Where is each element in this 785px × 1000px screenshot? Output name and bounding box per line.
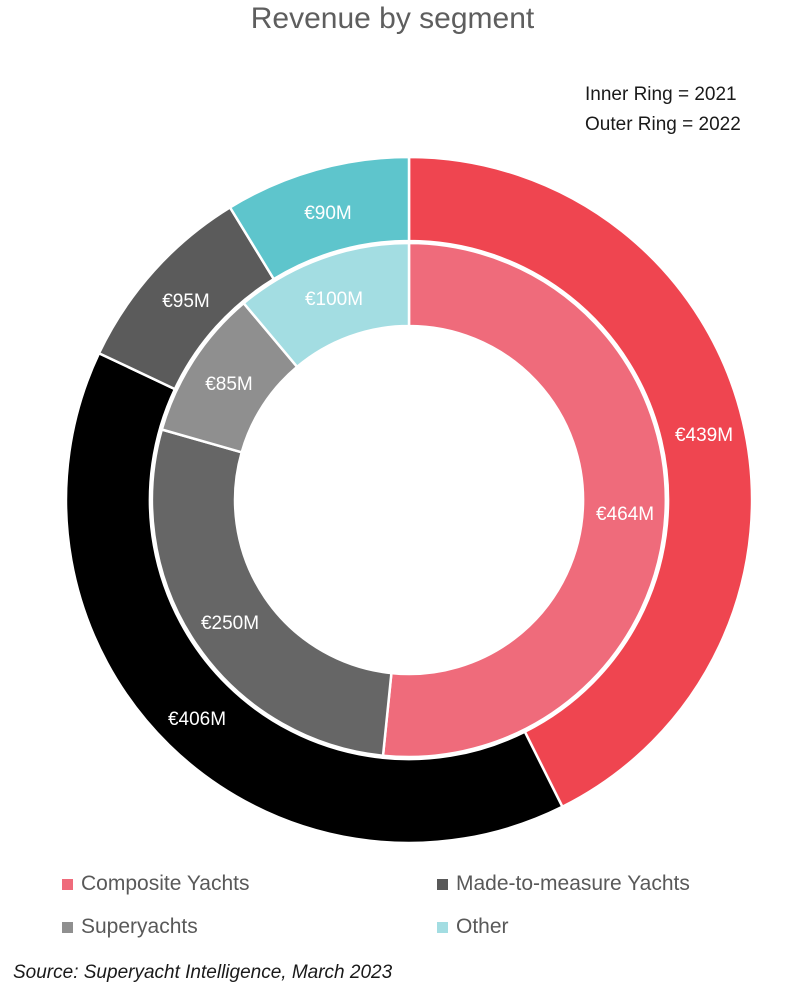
outer-ring-2022 [64,155,754,845]
label-inner-other: €100M [305,289,363,310]
label-outer-composite: €439M [675,425,733,446]
inner-slice-other[interactable] [242,241,411,369]
outer-ring-note: Outer Ring = 2022 [585,114,741,135]
label-inner-superyachts: €85M [205,374,253,395]
legend-label: Made-to-measure Yachts [456,872,690,895]
legend-swatch-icon [437,878,448,890]
inner-slice-made-to-measure[interactable] [150,428,393,757]
inner-ring-2021 [150,241,667,759]
label-outer-other: €90M [304,203,352,224]
legend-label: Composite Yachts [81,872,250,895]
source-note: Source: Superyacht Intelligence, March 2… [13,962,393,983]
legend-label: Other [456,915,509,938]
legend-item-made-to-measure-yachts[interactable]: Made-to-measure Yachts [437,872,690,896]
outer-slice-composite[interactable] [407,155,754,809]
chart-title: Revenue by segment [250,2,535,35]
inner-ring-note: Inner Ring = 2021 [585,84,737,105]
outer-slice-other[interactable] [228,155,411,281]
inner-slice-composite[interactable] [381,241,667,759]
outer-slice-made-to-measure[interactable] [64,351,564,845]
legend-swatch-icon [437,921,448,933]
label-outer-made-to-measure: €406M [168,709,226,730]
label-inner-composite: €464M [596,504,654,525]
legend-item-superyachts[interactable]: Superyachts [62,915,198,939]
legend-swatch-icon [62,921,73,933]
legend-label: Superyachts [81,915,198,938]
label-outer-superyachts: €95M [162,291,210,312]
legend-item-other[interactable]: Other [437,915,509,939]
label-inner-made-to-measure: €250M [201,613,259,634]
legend-swatch-icon [62,878,73,890]
legend-item-composite-yachts[interactable]: Composite Yachts [62,872,249,896]
slice-labels: €439M €464M €406M €250M €95M €85M €90M €… [162,203,733,730]
